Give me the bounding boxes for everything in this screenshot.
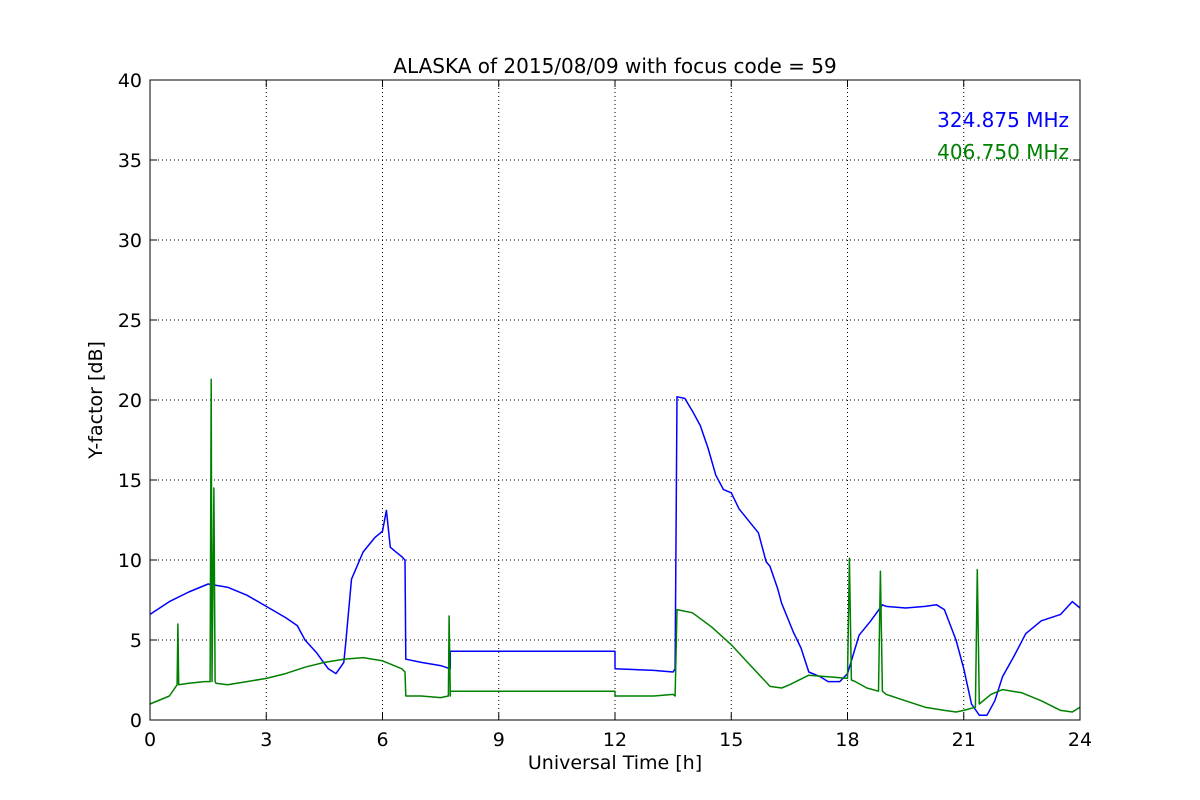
y-tick-label: 25 [118, 310, 142, 332]
y-tick-label: 35 [118, 150, 142, 172]
y-tick-label: 30 [118, 230, 142, 252]
y-tick-label: 20 [118, 390, 142, 412]
x-tick-label: 0 [144, 729, 156, 751]
series-group [149, 378, 1081, 716]
ticks: 0 3 6 9 12 15 18 21 24 0 5 10 15 20 25 30 35 40 [118, 70, 1092, 751]
y-tick-label: 0 [130, 710, 142, 732]
y-tick-label: 10 [118, 550, 142, 572]
x-axis-title: Universal Time [h] [528, 752, 702, 774]
x-tick-label: 15 [719, 729, 743, 751]
x-tick-label: 21 [952, 729, 976, 751]
y-tick-label: 15 [118, 470, 142, 492]
y-tick-label: 5 [130, 630, 142, 652]
chart-title: ALASKA of 2015/08/09 with focus code = 5… [393, 54, 836, 78]
x-tick-label: 12 [603, 729, 627, 751]
x-tick-label: 24 [1068, 729, 1092, 751]
legend: 324.875 MHz 406.750 MHz [937, 108, 1069, 164]
x-tick-label: 6 [376, 729, 388, 751]
x-tick-label: 9 [493, 729, 505, 751]
y-axis-title: Y-factor [dB] [85, 341, 107, 460]
series-line-1 [149, 396, 1081, 716]
y-tick-label: 40 [118, 70, 142, 92]
x-tick-label: 18 [835, 729, 859, 751]
legend-entry-2: 406.750 MHz [937, 140, 1069, 164]
legend-entry-1: 324.875 MHz [937, 108, 1069, 132]
series-line-2 [149, 378, 1081, 713]
x-tick-label: 3 [260, 729, 272, 751]
